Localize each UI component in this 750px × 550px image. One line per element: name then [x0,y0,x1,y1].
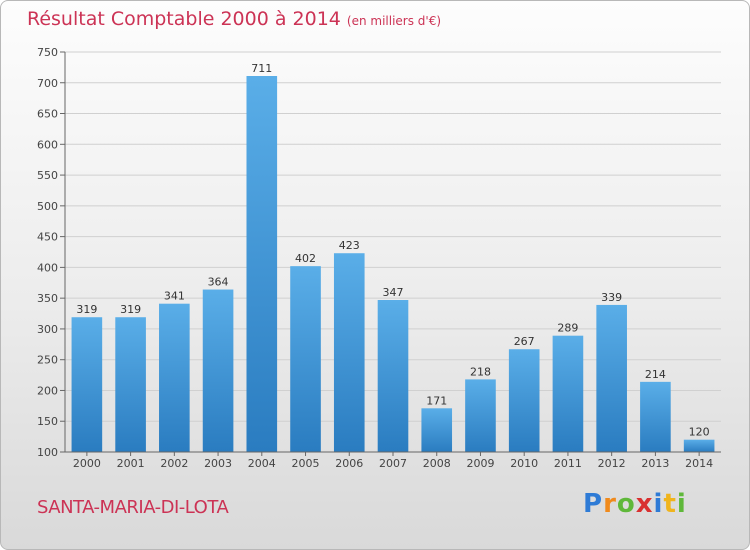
bar [290,266,321,452]
chart-title: Résultat Comptable 2000 à 2014 (en millie… [27,8,441,30]
bar [596,304,627,452]
data-label: 339 [601,291,622,304]
x-axis: 2000 2001 2002 2003 2004 2005 2006 2007 2008 2009… [65,451,721,470]
x-tick-label: 2006 [335,457,363,470]
bar [333,253,365,452]
data-label: 341 [164,290,185,303]
data-label: 120 [689,426,710,439]
x-tick-label: 2004 [248,457,276,470]
bar [202,289,234,452]
y-tick-label: 100 [37,446,58,459]
y-tick-label: 350 [37,292,58,305]
y-tick-label: 700 [37,77,58,90]
x-tick-label: 2010 [510,457,538,470]
y-tick-label: 550 [37,169,58,182]
y-tick-label: 500 [37,200,58,213]
y-tick-label: 750 [37,46,58,59]
y-tick-label: 600 [37,138,58,151]
bar [640,381,671,452]
x-tick-label: 2002 [160,457,188,470]
data-label: 267 [514,335,535,348]
y-tick-label: 250 [37,354,58,367]
x-tick-label: 2012 [598,457,626,470]
y-tick-label: 450 [37,231,58,244]
commune-name: SANTA-MARIA-DI-LOTA [37,497,229,518]
data-label: 218 [470,365,491,378]
data-label: 423 [339,239,360,252]
data-label: 319 [120,303,141,316]
data-label: 214 [645,368,666,381]
y-tick-label: 650 [37,108,58,121]
y-tick-label: 200 [37,384,58,397]
data-label: 171 [426,394,447,407]
x-tick-label: 2007 [379,457,407,470]
data-label: 364 [208,276,229,289]
chart-title-text: Résultat Comptable 2000 à 2014 [27,8,341,30]
x-tick-label: 2005 [292,457,320,470]
bar [377,300,409,452]
proxiti-logo[interactable]: Proxiti [583,489,687,519]
bar [246,76,278,452]
y-tick-label: 400 [37,261,58,274]
x-tick-label: 2013 [641,457,669,470]
x-tick-label: 2001 [117,457,145,470]
data-label: 711 [251,62,272,75]
bar [683,439,715,452]
x-tick-label: 2009 [466,457,494,470]
bar [115,317,146,452]
y-tick-label: 150 [37,415,58,428]
x-tick-label: 2014 [685,457,713,470]
data-label: 402 [295,252,316,265]
bar [508,349,540,452]
data-label: 289 [557,322,578,335]
bar [552,335,584,452]
data-label: 347 [383,286,404,299]
data-label: 319 [76,303,97,316]
bar [71,317,103,452]
bar [159,303,190,452]
y-tick-label: 300 [37,323,58,336]
chart-subtitle: (en milliers d'€) [346,14,442,28]
x-tick-label: 2011 [554,457,582,470]
bars: 319 319 341 364 711 402 423 347 171 218 267 289 339 2… [71,62,715,452]
y-axis: 100 150 200 250 300 350 400 450 500 550 600 650 700 7… [37,46,66,459]
bar [465,379,496,452]
x-tick-label: 2008 [423,457,451,470]
x-tick-label: 2000 [73,457,101,470]
x-tick-label: 2003 [204,457,232,470]
bar [421,408,453,452]
